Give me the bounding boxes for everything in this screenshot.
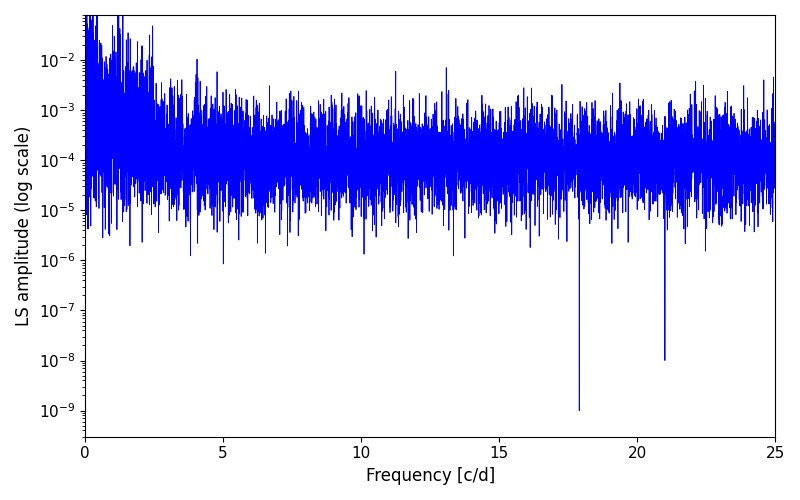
X-axis label: Frequency [c/d]: Frequency [c/d] — [366, 467, 494, 485]
Y-axis label: LS amplitude (log scale): LS amplitude (log scale) — [15, 126, 33, 326]
